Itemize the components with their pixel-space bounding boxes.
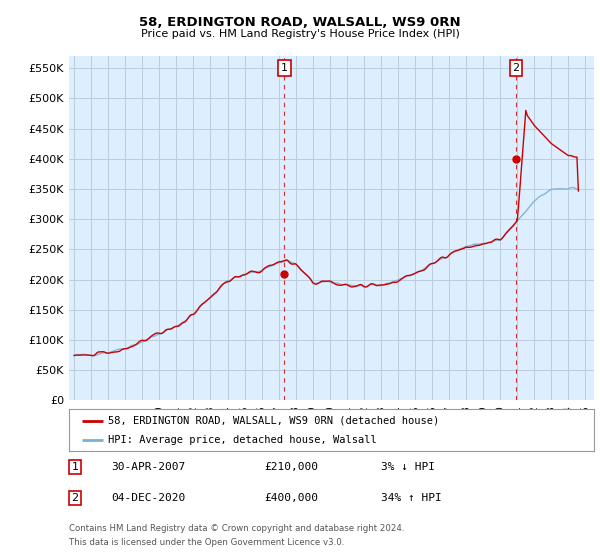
Text: This data is licensed under the Open Government Licence v3.0.: This data is licensed under the Open Gov…	[69, 538, 344, 547]
Text: 3% ↓ HPI: 3% ↓ HPI	[381, 462, 435, 472]
Text: 2: 2	[512, 63, 520, 73]
Text: 58, ERDINGTON ROAD, WALSALL, WS9 0RN: 58, ERDINGTON ROAD, WALSALL, WS9 0RN	[139, 16, 461, 29]
Text: 1: 1	[71, 462, 79, 472]
Text: 1: 1	[281, 63, 288, 73]
Text: £210,000: £210,000	[264, 462, 318, 472]
Text: HPI: Average price, detached house, Walsall: HPI: Average price, detached house, Wals…	[109, 435, 377, 445]
Text: 04-DEC-2020: 04-DEC-2020	[111, 493, 185, 503]
Text: 34% ↑ HPI: 34% ↑ HPI	[381, 493, 442, 503]
Text: 2: 2	[71, 493, 79, 503]
Text: £400,000: £400,000	[264, 493, 318, 503]
Text: 58, ERDINGTON ROAD, WALSALL, WS9 0RN (detached house): 58, ERDINGTON ROAD, WALSALL, WS9 0RN (de…	[109, 416, 440, 426]
Text: 30-APR-2007: 30-APR-2007	[111, 462, 185, 472]
Text: Contains HM Land Registry data © Crown copyright and database right 2024.: Contains HM Land Registry data © Crown c…	[69, 524, 404, 533]
Text: Price paid vs. HM Land Registry's House Price Index (HPI): Price paid vs. HM Land Registry's House …	[140, 29, 460, 39]
